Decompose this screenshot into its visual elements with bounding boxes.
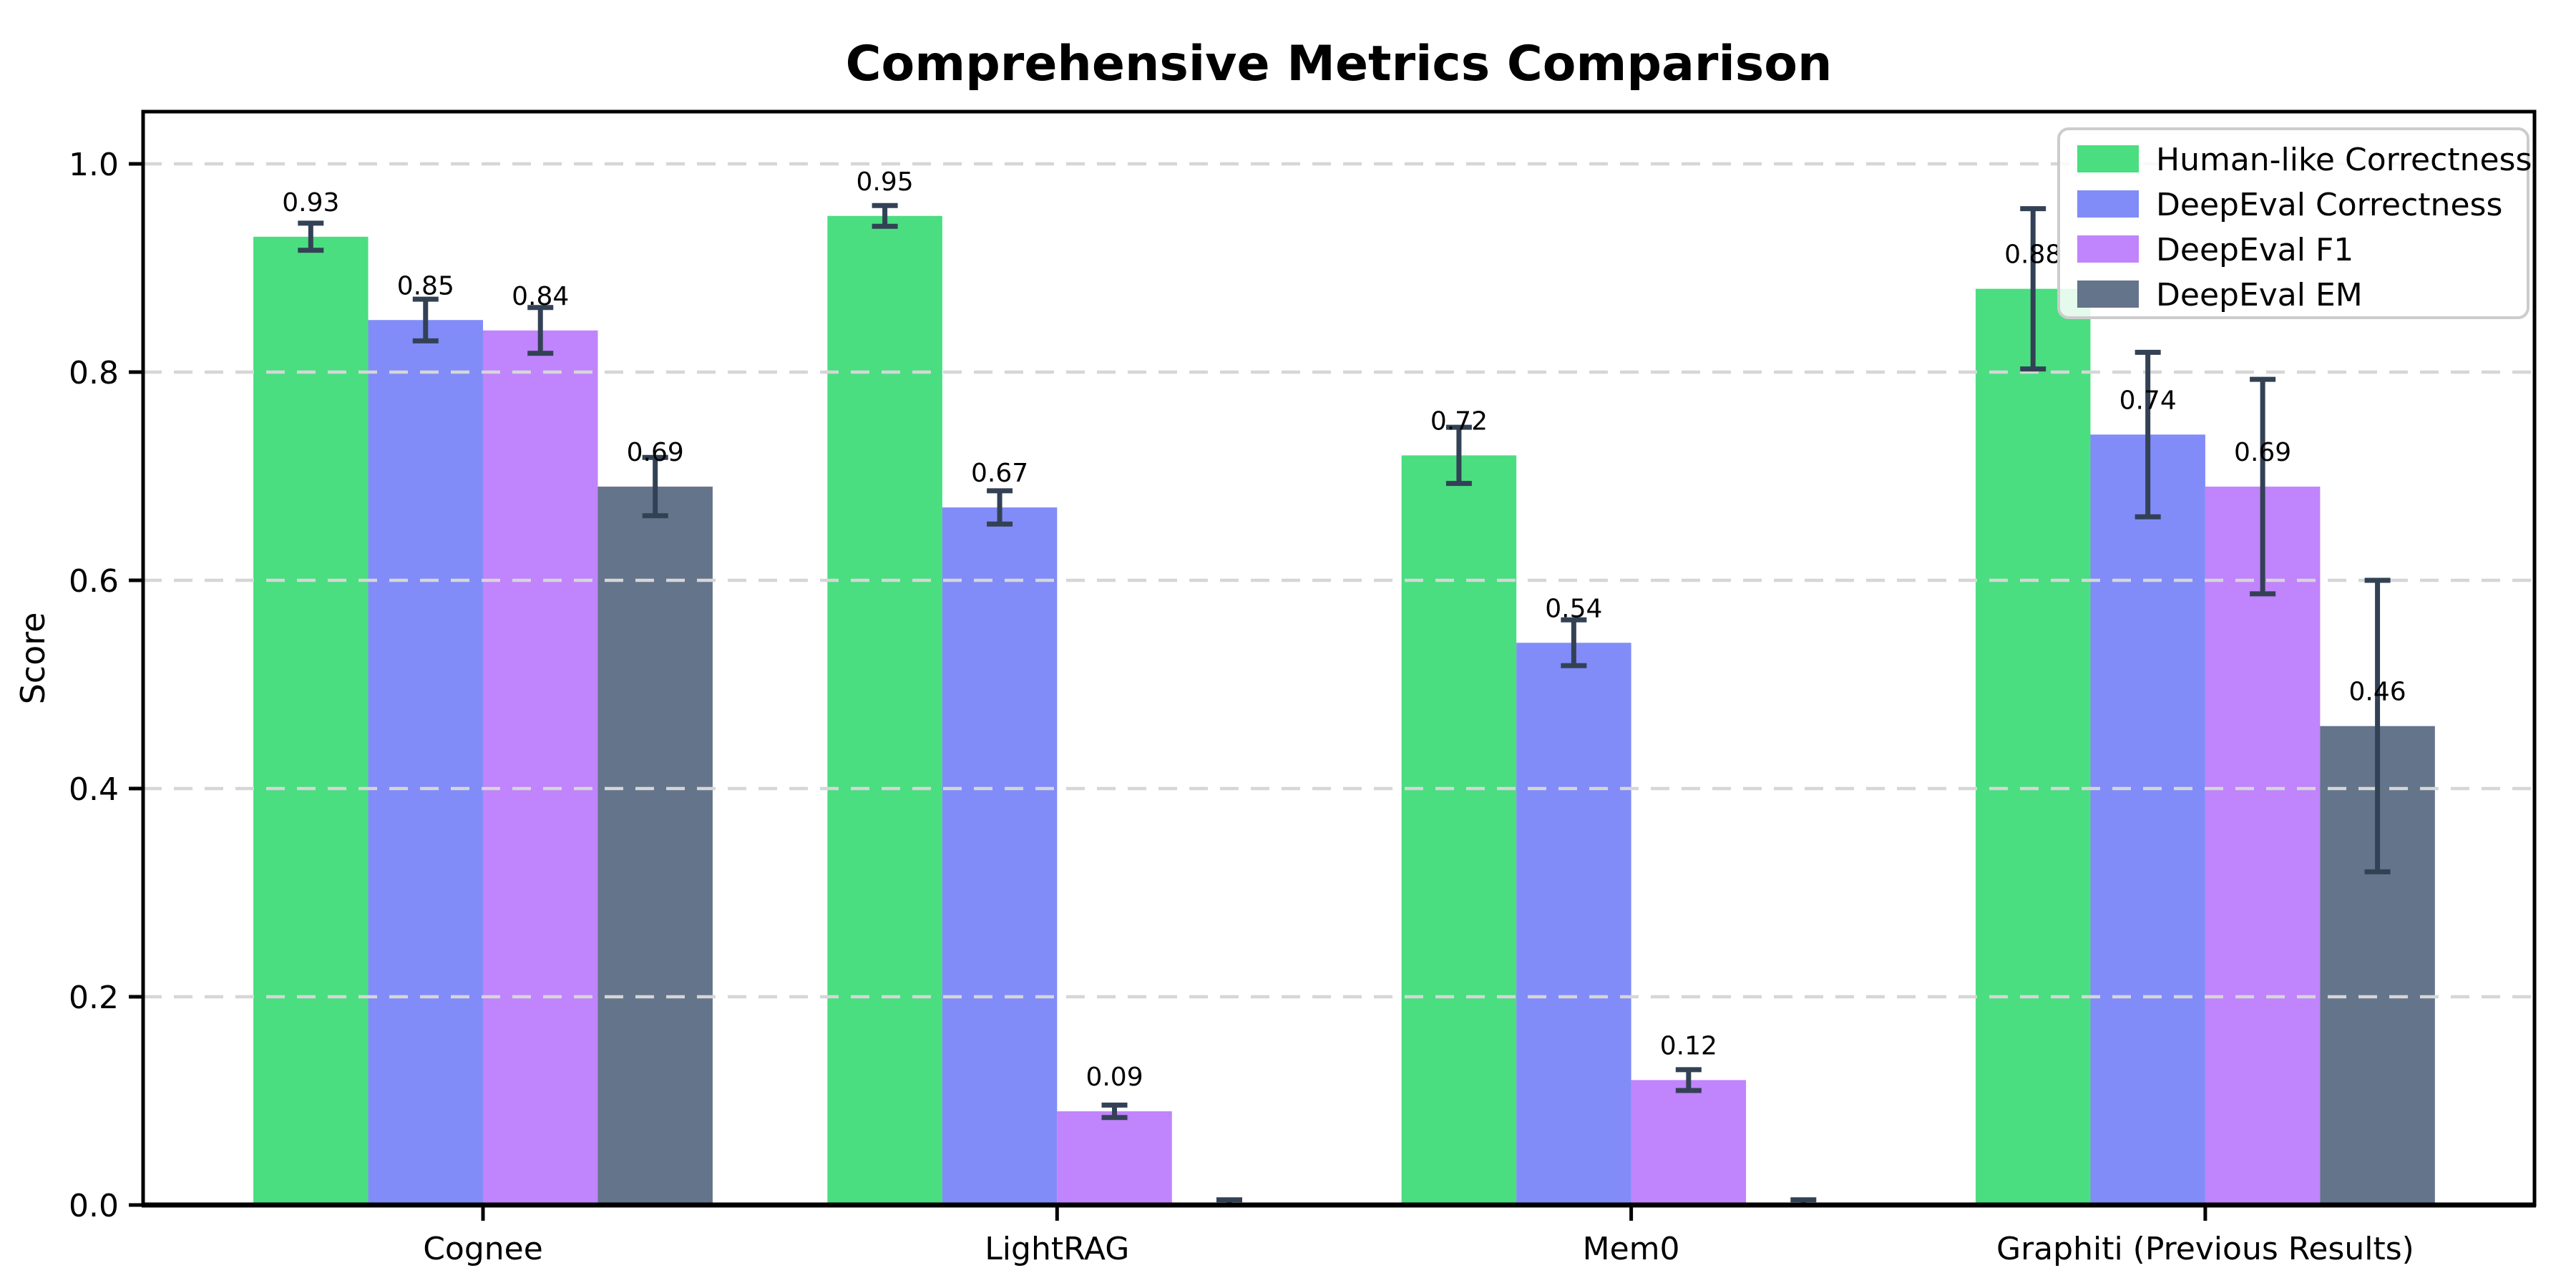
- bar: [368, 320, 484, 1205]
- y-tick-label: 0.0: [69, 1188, 119, 1224]
- legend-label: Human-like Correctness: [2156, 142, 2532, 178]
- bar-value-label: 0.69: [2234, 438, 2291, 467]
- bar-value-label: 0.84: [512, 282, 569, 311]
- bar: [1401, 455, 1517, 1205]
- bar: [482, 330, 598, 1205]
- bar-value-label: 0.67: [971, 459, 1028, 488]
- bar-value-label: 0.46: [2349, 678, 2406, 707]
- bar: [1975, 288, 2091, 1206]
- x-tick-label: LightRAG: [985, 1231, 1129, 1267]
- bar: [2090, 434, 2205, 1205]
- bar-value-label: 0.09: [1085, 1063, 1143, 1092]
- bar-value-label: 0.12: [1660, 1031, 1717, 1060]
- bar: [942, 507, 1058, 1205]
- y-tick-label: 0.8: [69, 355, 119, 391]
- y-tick-label: 0.2: [69, 980, 119, 1016]
- bar: [597, 487, 713, 1205]
- bar-value-label: 0.72: [1430, 406, 1488, 436]
- plot-area: 0.93 0.95 0.72 0.88 0.85 0.67 0.54 0.74 0.84 0.09…: [69, 109, 2537, 1267]
- x-tick-label: Mem0: [1583, 1231, 1680, 1267]
- bar-value-label: 0.93: [282, 188, 339, 218]
- bar: [253, 236, 369, 1206]
- legend-label: DeepEval F1: [2156, 232, 2353, 268]
- bar-value-label: 0.95: [857, 167, 914, 197]
- legend-swatch: [2077, 145, 2139, 172]
- bar-value-label: 0.54: [1545, 594, 1602, 623]
- legend-label: DeepEval EM: [2156, 277, 2363, 313]
- y-axis-label: Score: [14, 613, 52, 705]
- y-tick-label: 0.4: [69, 771, 119, 808]
- bar: [2205, 487, 2321, 1205]
- y-tick-label: 1.0: [69, 147, 119, 183]
- bar-value-label: 0.85: [397, 271, 454, 301]
- bar: [1516, 643, 1631, 1205]
- legend-swatch: [2077, 190, 2139, 218]
- bar: [1057, 1111, 1172, 1205]
- x-tick-label: Cognee: [423, 1231, 543, 1267]
- chart-title: Comprehensive Metrics Comparison: [846, 36, 1833, 92]
- bar-value-label: 0.88: [2004, 240, 2062, 270]
- bar: [827, 215, 942, 1205]
- bar-value-label: 0.69: [627, 438, 684, 467]
- x-tick-label: Graphiti (Previous Results): [1996, 1231, 2414, 1267]
- bar-value-label: 0.74: [2119, 386, 2177, 415]
- legend-label: DeepEval Correctness: [2156, 187, 2502, 223]
- bar: [1631, 1080, 1747, 1205]
- legend-box: [2057, 127, 2529, 319]
- y-tick-label: 0.6: [69, 563, 119, 600]
- legend-swatch: [2077, 280, 2139, 308]
- legend-swatch: [2077, 235, 2139, 263]
